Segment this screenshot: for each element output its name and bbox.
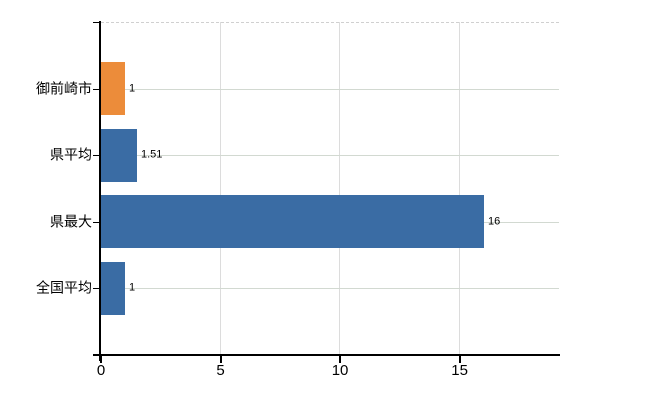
bar (101, 129, 137, 182)
bar-value-label: 1 (129, 82, 136, 95)
plot-area: 1 1.51 16 1 (100, 22, 559, 355)
y-axis-tick (93, 288, 100, 289)
vertical-gridline (458, 22, 460, 355)
x-axis-tick (219, 356, 222, 363)
y-axis-category-label: 県平均 (50, 146, 92, 163)
y-axis-line (99, 21, 101, 361)
x-axis-tick-label: 15 (451, 362, 468, 379)
bar-value-label: 16 (488, 215, 501, 228)
y-axis-tick (93, 222, 100, 223)
bar (101, 195, 484, 248)
x-axis-tick-label: 5 (216, 362, 225, 379)
x-axis-line (93, 354, 560, 356)
plot-top-border (101, 22, 559, 23)
x-axis-tick (100, 356, 102, 363)
bar (101, 62, 125, 115)
x-axis-tick-label: 0 (96, 362, 106, 379)
y-axis-category-label: 県最大 (50, 213, 92, 230)
x-axis-tick-label: 10 (331, 362, 349, 379)
y-axis-tick (93, 22, 100, 23)
x-axis-tick (458, 356, 461, 363)
bar-value-label: 1 (129, 281, 136, 294)
y-axis-tick (93, 89, 100, 90)
y-axis-category-label: 御前崎市 (36, 80, 92, 97)
horizontal-gridline (101, 155, 559, 156)
horizontal-gridline (101, 89, 559, 90)
vertical-gridline (219, 22, 221, 355)
vertical-gridline (339, 22, 341, 355)
bar-value-label: 1.51 (141, 148, 163, 161)
x-axis-tick (339, 356, 342, 363)
y-axis-tick (93, 155, 100, 156)
y-axis-category-label: 全国平均 (36, 279, 92, 296)
bar (101, 262, 125, 315)
horizontal-gridline (101, 288, 559, 289)
